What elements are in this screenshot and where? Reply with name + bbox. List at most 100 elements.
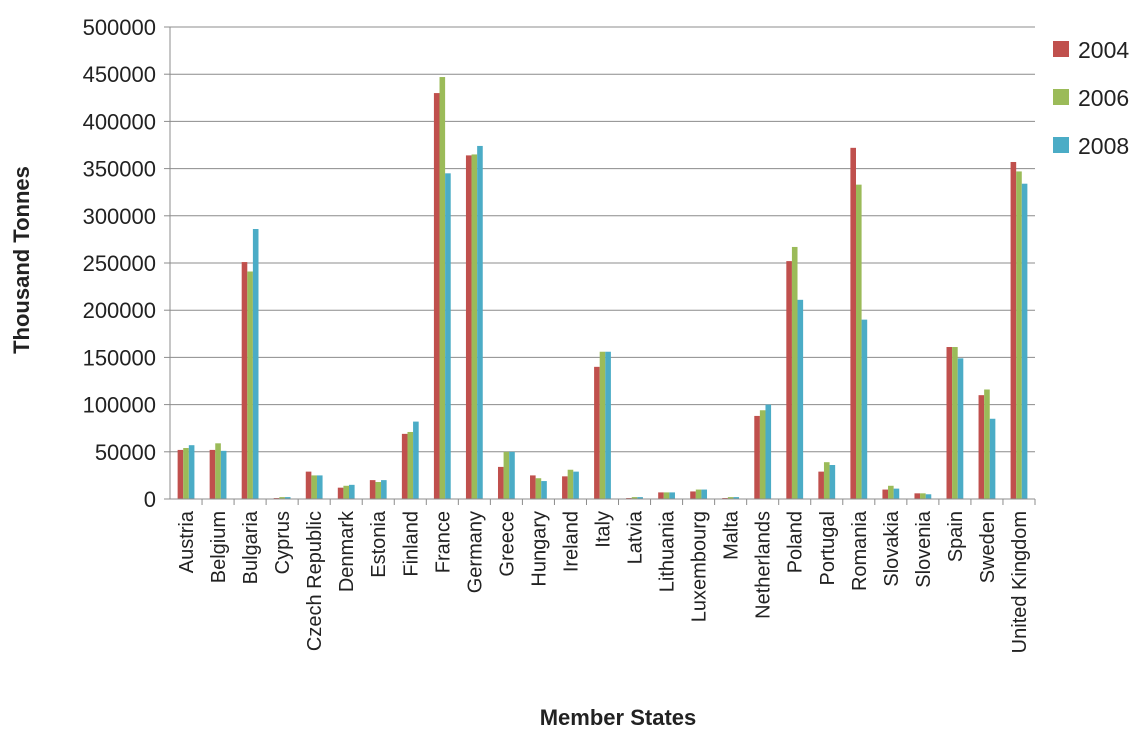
bar-2008-sweden: [989, 418, 996, 499]
bar-2006-cyprus: [279, 497, 285, 499]
bar-2004-spain: [946, 347, 953, 499]
bar-2004-poland: [786, 261, 792, 499]
bar-2006-romania: [855, 184, 862, 499]
bar-2004-portugal: [818, 471, 824, 499]
bar-2008-cyprus: [284, 497, 291, 499]
bar-2004-germany: [465, 155, 472, 499]
y-tick-label: 450000: [83, 62, 156, 87]
bar-2008-greece: [509, 451, 515, 499]
bar-2004-ireland: [562, 476, 568, 499]
bar-2004-italy: [594, 366, 600, 499]
bar-2006-portugal: [823, 462, 830, 499]
bar-2008-czech-republic: [316, 475, 323, 499]
bar-2004-sweden: [978, 395, 985, 499]
y-tick-label: 250000: [83, 251, 156, 276]
bar-2006-united-kingdom: [1016, 171, 1022, 499]
bar-2006-finland: [407, 431, 414, 499]
x-tick-label: Belgium: [208, 511, 230, 583]
bar-2004-netherlands: [754, 415, 760, 499]
bar-2004-romania: [850, 147, 856, 499]
bar-2008-spain: [957, 358, 964, 499]
x-tick-label: United Kingdom: [1009, 511, 1031, 653]
bars: [177, 77, 1028, 500]
x-tick-label: Estonia: [368, 510, 390, 578]
y-tick-labels: 0 50000 100000 150000 200000 250000 300000 3500…: [83, 15, 170, 512]
x-tick-label: Spain: [945, 511, 967, 562]
bar-2004-luxembourg: [690, 491, 696, 499]
y-tick-label: 400000: [83, 109, 156, 134]
bar-2006-belgium: [215, 443, 221, 499]
y-tick-label: 200000: [83, 298, 156, 323]
bar-2006-sweden: [984, 389, 990, 499]
x-tick-label: Malta: [721, 510, 743, 560]
bar-2008-malta: [733, 497, 740, 499]
bar-2004-slovakia: [882, 489, 889, 499]
y-tick-label: 100000: [83, 393, 156, 418]
bar-2008-luxembourg: [701, 489, 708, 499]
bar-2006-latvia: [631, 497, 638, 499]
y-axis-title: Thousand Tonnes: [9, 166, 34, 354]
x-tick-label: Netherlands: [753, 511, 775, 619]
bar-2004-czech-republic: [305, 471, 312, 499]
bar-2008-bulgaria: [252, 229, 259, 500]
legend: 2004 2006 2008: [1053, 37, 1129, 159]
bar-2004-greece: [497, 466, 504, 499]
x-tick-label: Cyprus: [272, 511, 294, 574]
bar-2006-malta: [727, 497, 734, 499]
bar-2004-france: [433, 93, 440, 499]
bar-2008-hungary: [541, 481, 547, 499]
bar-2006-luxembourg: [695, 489, 702, 499]
x-tick-label: Romania: [849, 510, 871, 591]
x-tick-label: Finland: [400, 511, 422, 577]
bar-2004-united-kingdom: [1010, 161, 1017, 499]
y-tick-label: 150000: [83, 345, 156, 370]
x-tick-label: Czech Republic: [304, 511, 326, 651]
bar-2006-france: [439, 77, 446, 500]
x-tick-label: Bulgaria: [240, 510, 262, 584]
bar-2008-romania: [861, 319, 868, 499]
x-tick-label: Italy: [593, 511, 615, 548]
x-axis-title: Member States: [540, 705, 697, 730]
legend-swatch-2008: [1053, 137, 1069, 153]
x-tick-label: Germany: [464, 511, 486, 593]
bar-2004-bulgaria: [241, 262, 248, 499]
bar-2004-slovenia: [914, 493, 921, 499]
x-tick-label: Denmark: [336, 510, 358, 592]
bar-2006-germany: [471, 154, 478, 499]
x-tick-label: Sweden: [977, 511, 999, 583]
bar-2008-slovakia: [893, 488, 900, 499]
y-tick-label: 500000: [83, 15, 156, 40]
x-tick-label: Ireland: [560, 511, 582, 572]
x-tick-label: Greece: [496, 511, 518, 577]
bar-2008-netherlands: [765, 404, 772, 499]
bar-2006-slovakia: [888, 485, 894, 499]
bar-2008-belgium: [220, 450, 227, 499]
bar-2008-finland: [413, 421, 419, 499]
gridlines: [170, 26, 1035, 453]
y-tick-label: 350000: [83, 157, 156, 182]
bar-2006-denmark: [343, 485, 350, 499]
x-tick-label: Slovakia: [881, 510, 903, 586]
x-tick-label: Portugal: [817, 511, 839, 586]
bar-2004-austria: [177, 449, 184, 499]
bar-2004-finland: [401, 433, 408, 499]
bar-2008-germany: [477, 145, 483, 499]
bar-2006-czech-republic: [311, 475, 317, 499]
bar-2008-france: [445, 173, 451, 499]
y-tick-label: 50000: [95, 440, 156, 465]
bar-2006-netherlands: [759, 410, 766, 499]
x-tick-labels: Austria Belgium Bulgaria Cyprus Czech Republ…: [176, 510, 1031, 653]
bar-2004-belgium: [209, 449, 216, 499]
legend-swatch-2004: [1053, 41, 1069, 57]
bar-2008-united-kingdom: [1021, 183, 1028, 500]
bar-2006-lithuania: [663, 492, 670, 499]
x-tick-label: France: [432, 511, 454, 573]
bar-2006-austria: [183, 448, 189, 499]
bar-2004-denmark: [337, 487, 344, 499]
bar-2008-poland: [797, 299, 804, 499]
x-tick-label: Slovenia: [913, 510, 935, 588]
legend-label-2008: 2008: [1078, 133, 1129, 159]
bar-2004-hungary: [530, 475, 536, 499]
